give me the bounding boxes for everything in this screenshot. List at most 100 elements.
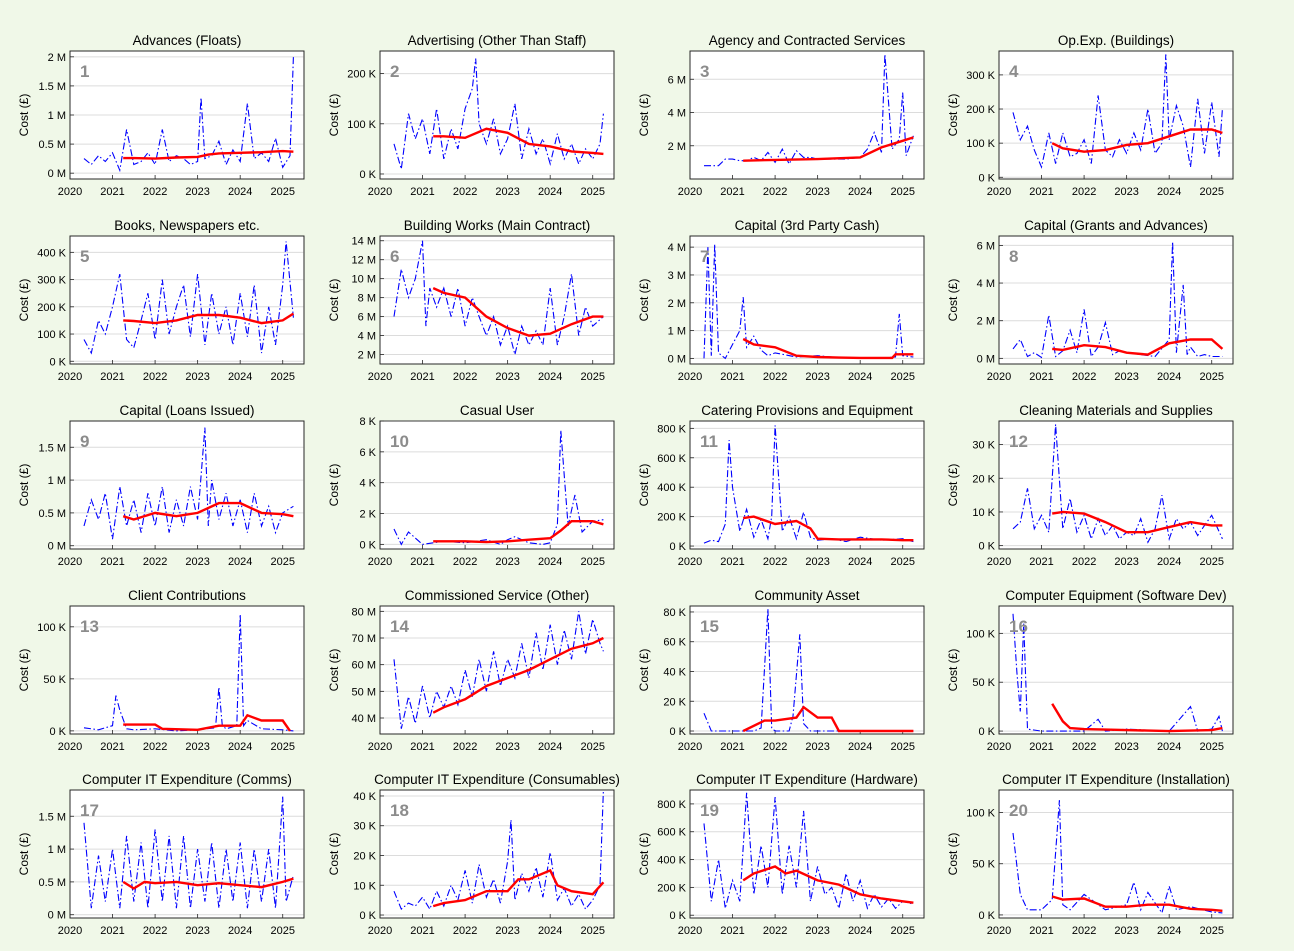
y-axis-label: Cost (£) [17, 94, 31, 137]
chart-title: Books, Newspapers etc. [114, 218, 260, 233]
y-tick-label: 6 K [359, 447, 376, 459]
x-tick-label: 2025 [890, 741, 914, 753]
x-tick-label: 2025 [270, 371, 294, 383]
chart-title: Computer IT Expenditure (Installation) [1002, 772, 1230, 787]
x-tick-label: 2023 [185, 925, 209, 937]
chart-panel-6: 2 M 4 M 6 M 8 M 10 M 12 M 14 M 2020 2021 2022 2023… [327, 218, 615, 383]
chart-title: Community Asset [754, 588, 859, 603]
y-axis-label: Cost (£) [17, 279, 31, 322]
chart-panel-18: 0 K 10 K 20 K 30 K 40 K 2020 2021 2022 2023 2024 2… [327, 772, 620, 937]
plot-frame [379, 789, 615, 919]
x-tick-label: 2023 [185, 371, 209, 383]
y-axis-label: Cost (£) [946, 279, 960, 322]
x-tick-label: 2025 [1199, 186, 1223, 198]
x-tick-label: 2024 [1157, 371, 1181, 383]
y-tick-label: 100 K [347, 119, 376, 131]
x-tick-label: 2025 [1199, 925, 1223, 937]
x-tick-label: 2025 [580, 186, 604, 198]
y-axis-label: Cost (£) [327, 833, 341, 876]
x-tick-label: 2020 [58, 371, 82, 383]
y-tick-label: 200 K [37, 302, 66, 314]
x-tick-label: 2021 [100, 371, 124, 383]
plot-frame [69, 420, 305, 550]
y-tick-label: 0 M [48, 541, 66, 553]
plot-area [379, 605, 615, 735]
plot-area [379, 420, 615, 550]
chart-title: Capital (3rd Party Cash) [735, 218, 880, 233]
panel-number: 7 [700, 247, 709, 266]
y-tick-label: 4 K [359, 478, 376, 490]
series-line-average [742, 337, 914, 360]
x-tick-label: 2022 [453, 556, 477, 568]
y-tick-label: 50 K [972, 859, 995, 871]
plot-frame [689, 605, 925, 735]
panel-number: 9 [80, 432, 89, 451]
panel-number: 13 [80, 617, 99, 636]
x-tick-label: 2020 [368, 925, 392, 937]
y-axis-label: Cost (£) [327, 279, 341, 322]
plot-area [689, 605, 925, 735]
y-tick-label: 0 K [978, 172, 995, 184]
plot-frame [379, 420, 615, 550]
x-tick-label: 2022 [453, 925, 477, 937]
y-tick-label: 200 K [657, 882, 686, 894]
y-tick-label: 20 K [663, 696, 686, 708]
plot-area [689, 420, 925, 550]
chart-panel-16: 0 K 50 K 100 K 2020 2021 2022 2023 2024 2025 Comp… [946, 588, 1234, 753]
chart-panel-17: 0 M 0.5 M 1 M 1.5 M 2020 2021 2022 2023 2024 2025… [17, 772, 305, 937]
y-tick-label: 0 M [977, 353, 995, 365]
series-line-monthly [393, 58, 604, 170]
series-line-average [1052, 338, 1224, 356]
series-line-average [1052, 510, 1223, 534]
plot-frame [689, 50, 925, 180]
y-tick-label: 40 K [663, 666, 686, 678]
x-tick-label: 2022 [763, 925, 787, 937]
plot-frame [379, 50, 615, 180]
y-axis-label: Cost (£) [637, 649, 651, 692]
y-tick-label: 80 K [663, 607, 686, 619]
chart-title: Computer IT Expenditure (Hardware) [696, 772, 918, 787]
panel-number: 19 [700, 801, 719, 820]
series-line-monthly [1012, 241, 1223, 359]
plot-frame [69, 50, 305, 180]
x-tick-label: 2023 [1114, 186, 1138, 198]
x-tick-label: 2022 [1072, 741, 1096, 753]
series-line-monthly [704, 54, 914, 167]
panel-number: 4 [1009, 62, 1019, 81]
y-tick-label: 200 K [966, 104, 995, 116]
x-tick-label: 2020 [368, 371, 392, 383]
y-axis-label: Cost (£) [946, 464, 960, 507]
y-tick-label: 2 M [48, 52, 66, 64]
y-tick-label: 60 K [663, 637, 686, 649]
y-tick-label: 50 K [972, 677, 995, 689]
y-tick-label: 100 K [37, 329, 66, 341]
x-tick-label: 2023 [805, 925, 829, 937]
x-tick-label: 2020 [987, 371, 1011, 383]
x-tick-label: 2021 [100, 556, 124, 568]
plot-frame [689, 420, 925, 550]
series-line-monthly [393, 240, 604, 355]
y-tick-label: 20 K [353, 850, 376, 862]
x-tick-label: 2022 [143, 556, 167, 568]
y-tick-label: 1.5 M [38, 442, 66, 454]
x-tick-label: 2025 [1199, 371, 1223, 383]
x-tick-label: 2023 [185, 186, 209, 198]
x-tick-label: 2020 [678, 556, 702, 568]
x-tick-label: 2020 [678, 925, 702, 937]
x-tick-label: 2023 [1114, 741, 1138, 753]
x-tick-label: 2025 [580, 371, 604, 383]
x-tick-label: 2024 [1157, 741, 1181, 753]
panel-number: 5 [80, 247, 89, 266]
chart-panel-8: 0 M 2 M 4 M 6 M 2020 2021 2022 2023 2024 2025 Capi… [946, 218, 1234, 383]
y-tick-label: 300 K [966, 70, 995, 82]
chart-panel-7: 0 M 1 M 2 M 3 M 4 M 2020 2021 2022 2023 2024 2025 C… [637, 218, 925, 383]
series-line-monthly [83, 427, 294, 540]
chart-title: Cleaning Materials and Supplies [1019, 403, 1213, 418]
x-tick-label: 2023 [495, 925, 519, 937]
y-axis-label: Cost (£) [17, 649, 31, 692]
y-tick-label: 50 K [43, 674, 66, 686]
chart-panel-1: 0 M 0.5 M 1 M 1.5 M 2 M 2020 2021 2022 2023 2024 2… [17, 33, 305, 198]
y-tick-label: 0 M [668, 353, 686, 365]
chart-panel-14: 40 M 50 M 60 M 70 M 80 M 2020 2021 2022 2023 2024… [327, 588, 615, 753]
y-tick-label: 2 K [359, 509, 376, 521]
